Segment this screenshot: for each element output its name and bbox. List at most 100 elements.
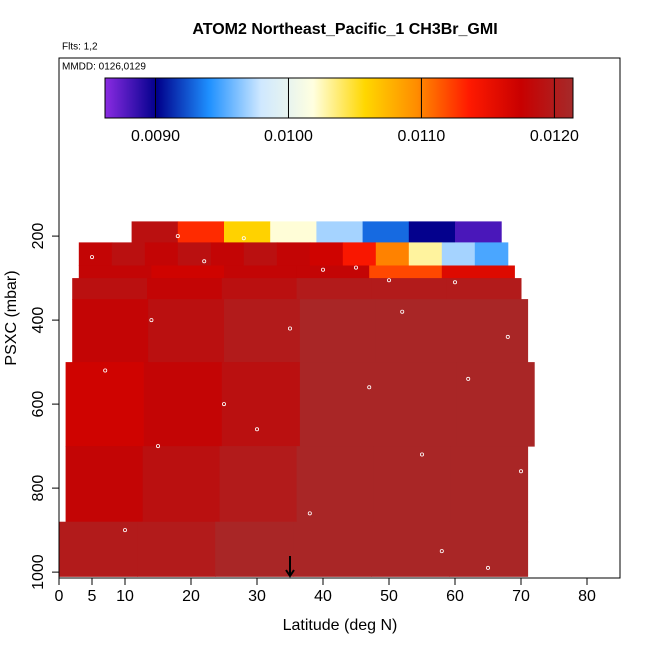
observation <box>155 444 160 449</box>
curtain <box>59 221 535 577</box>
cell <box>147 278 223 300</box>
x-tick-label: 10 <box>116 588 134 605</box>
cell <box>369 265 443 279</box>
observation <box>519 469 524 474</box>
cell <box>224 265 298 279</box>
cell <box>408 242 443 266</box>
cell <box>151 265 225 279</box>
cell <box>449 521 529 577</box>
y-tick-label: 400 <box>30 307 47 334</box>
cell <box>450 446 529 523</box>
y-tick-label: 200 <box>30 223 47 250</box>
cell <box>296 446 375 523</box>
cell <box>371 278 447 300</box>
cell <box>148 299 225 363</box>
cell <box>474 242 509 266</box>
observation <box>175 234 180 239</box>
x-tick-label: 40 <box>314 588 332 605</box>
cell <box>456 362 535 447</box>
observation <box>367 385 372 390</box>
y-axis-label: PSXC (mbar) <box>3 270 20 365</box>
x-tick-label: 30 <box>248 588 266 605</box>
cell <box>65 446 144 523</box>
cell <box>219 446 298 523</box>
cell <box>451 299 529 363</box>
cell <box>142 446 221 523</box>
cell <box>316 221 364 243</box>
cell <box>270 221 317 243</box>
observation <box>241 236 246 241</box>
x-axis-label: Latitude (deg N) <box>283 617 398 634</box>
flights-note: Flts: 1,2 <box>62 42 98 53</box>
cell <box>224 221 271 243</box>
observation <box>90 255 95 260</box>
cell <box>342 242 377 266</box>
cell <box>111 242 146 266</box>
observation <box>221 402 226 407</box>
observation <box>419 452 424 457</box>
cell <box>65 362 145 447</box>
cell <box>378 362 457 447</box>
cell <box>293 521 372 577</box>
cell <box>296 278 372 300</box>
observation <box>452 280 457 285</box>
cell <box>177 221 225 243</box>
y-tick-label: 800 <box>30 475 47 502</box>
observation <box>320 267 325 272</box>
cell <box>78 265 152 279</box>
observation <box>505 334 510 339</box>
cell <box>441 242 476 266</box>
cell <box>59 521 138 577</box>
cell <box>276 242 311 266</box>
cell <box>299 299 377 363</box>
observation <box>254 427 259 432</box>
cell <box>72 299 149 363</box>
y-tick-label: 1000 <box>30 554 47 590</box>
observation <box>287 326 292 331</box>
colorbar <box>104 77 574 119</box>
colorbar-tick-label: 0.0100 <box>264 128 313 145</box>
cell <box>224 299 301 363</box>
x-tick-label: 0 <box>55 588 64 605</box>
x-tick-label: 60 <box>446 588 464 605</box>
plot-frame <box>58 57 621 579</box>
observation <box>103 368 108 373</box>
observation <box>149 318 154 323</box>
observation <box>400 309 405 314</box>
location-arrow <box>285 556 295 578</box>
x-tick-label: 80 <box>578 588 596 605</box>
colorbar-tick-label: 0.0110 <box>398 128 446 145</box>
colorbar-tick-label: 0.0090 <box>131 128 180 145</box>
cell <box>131 221 179 243</box>
dates-note: MMDD: 0126,0129 <box>62 62 146 73</box>
colorbar-tick-label: 0.0120 <box>530 128 579 145</box>
cell <box>243 242 278 266</box>
y-tick-label: 600 <box>30 391 47 418</box>
observation <box>386 278 391 283</box>
cell <box>441 265 515 279</box>
chart-title: ATOM2 Northeast_Pacific_1 CH3Br_GMI <box>192 21 497 38</box>
observation <box>485 565 490 570</box>
cell <box>221 278 298 300</box>
observation <box>353 265 358 270</box>
observation <box>307 511 312 516</box>
cell <box>78 242 113 266</box>
x-tick-label: 50 <box>380 588 398 605</box>
x-tick-label: 20 <box>182 588 200 605</box>
cell <box>72 278 148 300</box>
x-tick-label: 5 <box>88 588 97 605</box>
cell <box>371 521 450 577</box>
observation <box>123 528 128 533</box>
x-tick-label: 70 <box>512 588 530 605</box>
cell <box>299 362 379 447</box>
cell <box>446 278 522 300</box>
cell <box>144 242 179 266</box>
cell <box>210 242 245 266</box>
cell <box>408 221 456 243</box>
observation <box>466 376 471 381</box>
cell <box>373 446 452 523</box>
cell <box>221 362 301 447</box>
cell <box>137 521 216 577</box>
observation <box>202 259 207 264</box>
